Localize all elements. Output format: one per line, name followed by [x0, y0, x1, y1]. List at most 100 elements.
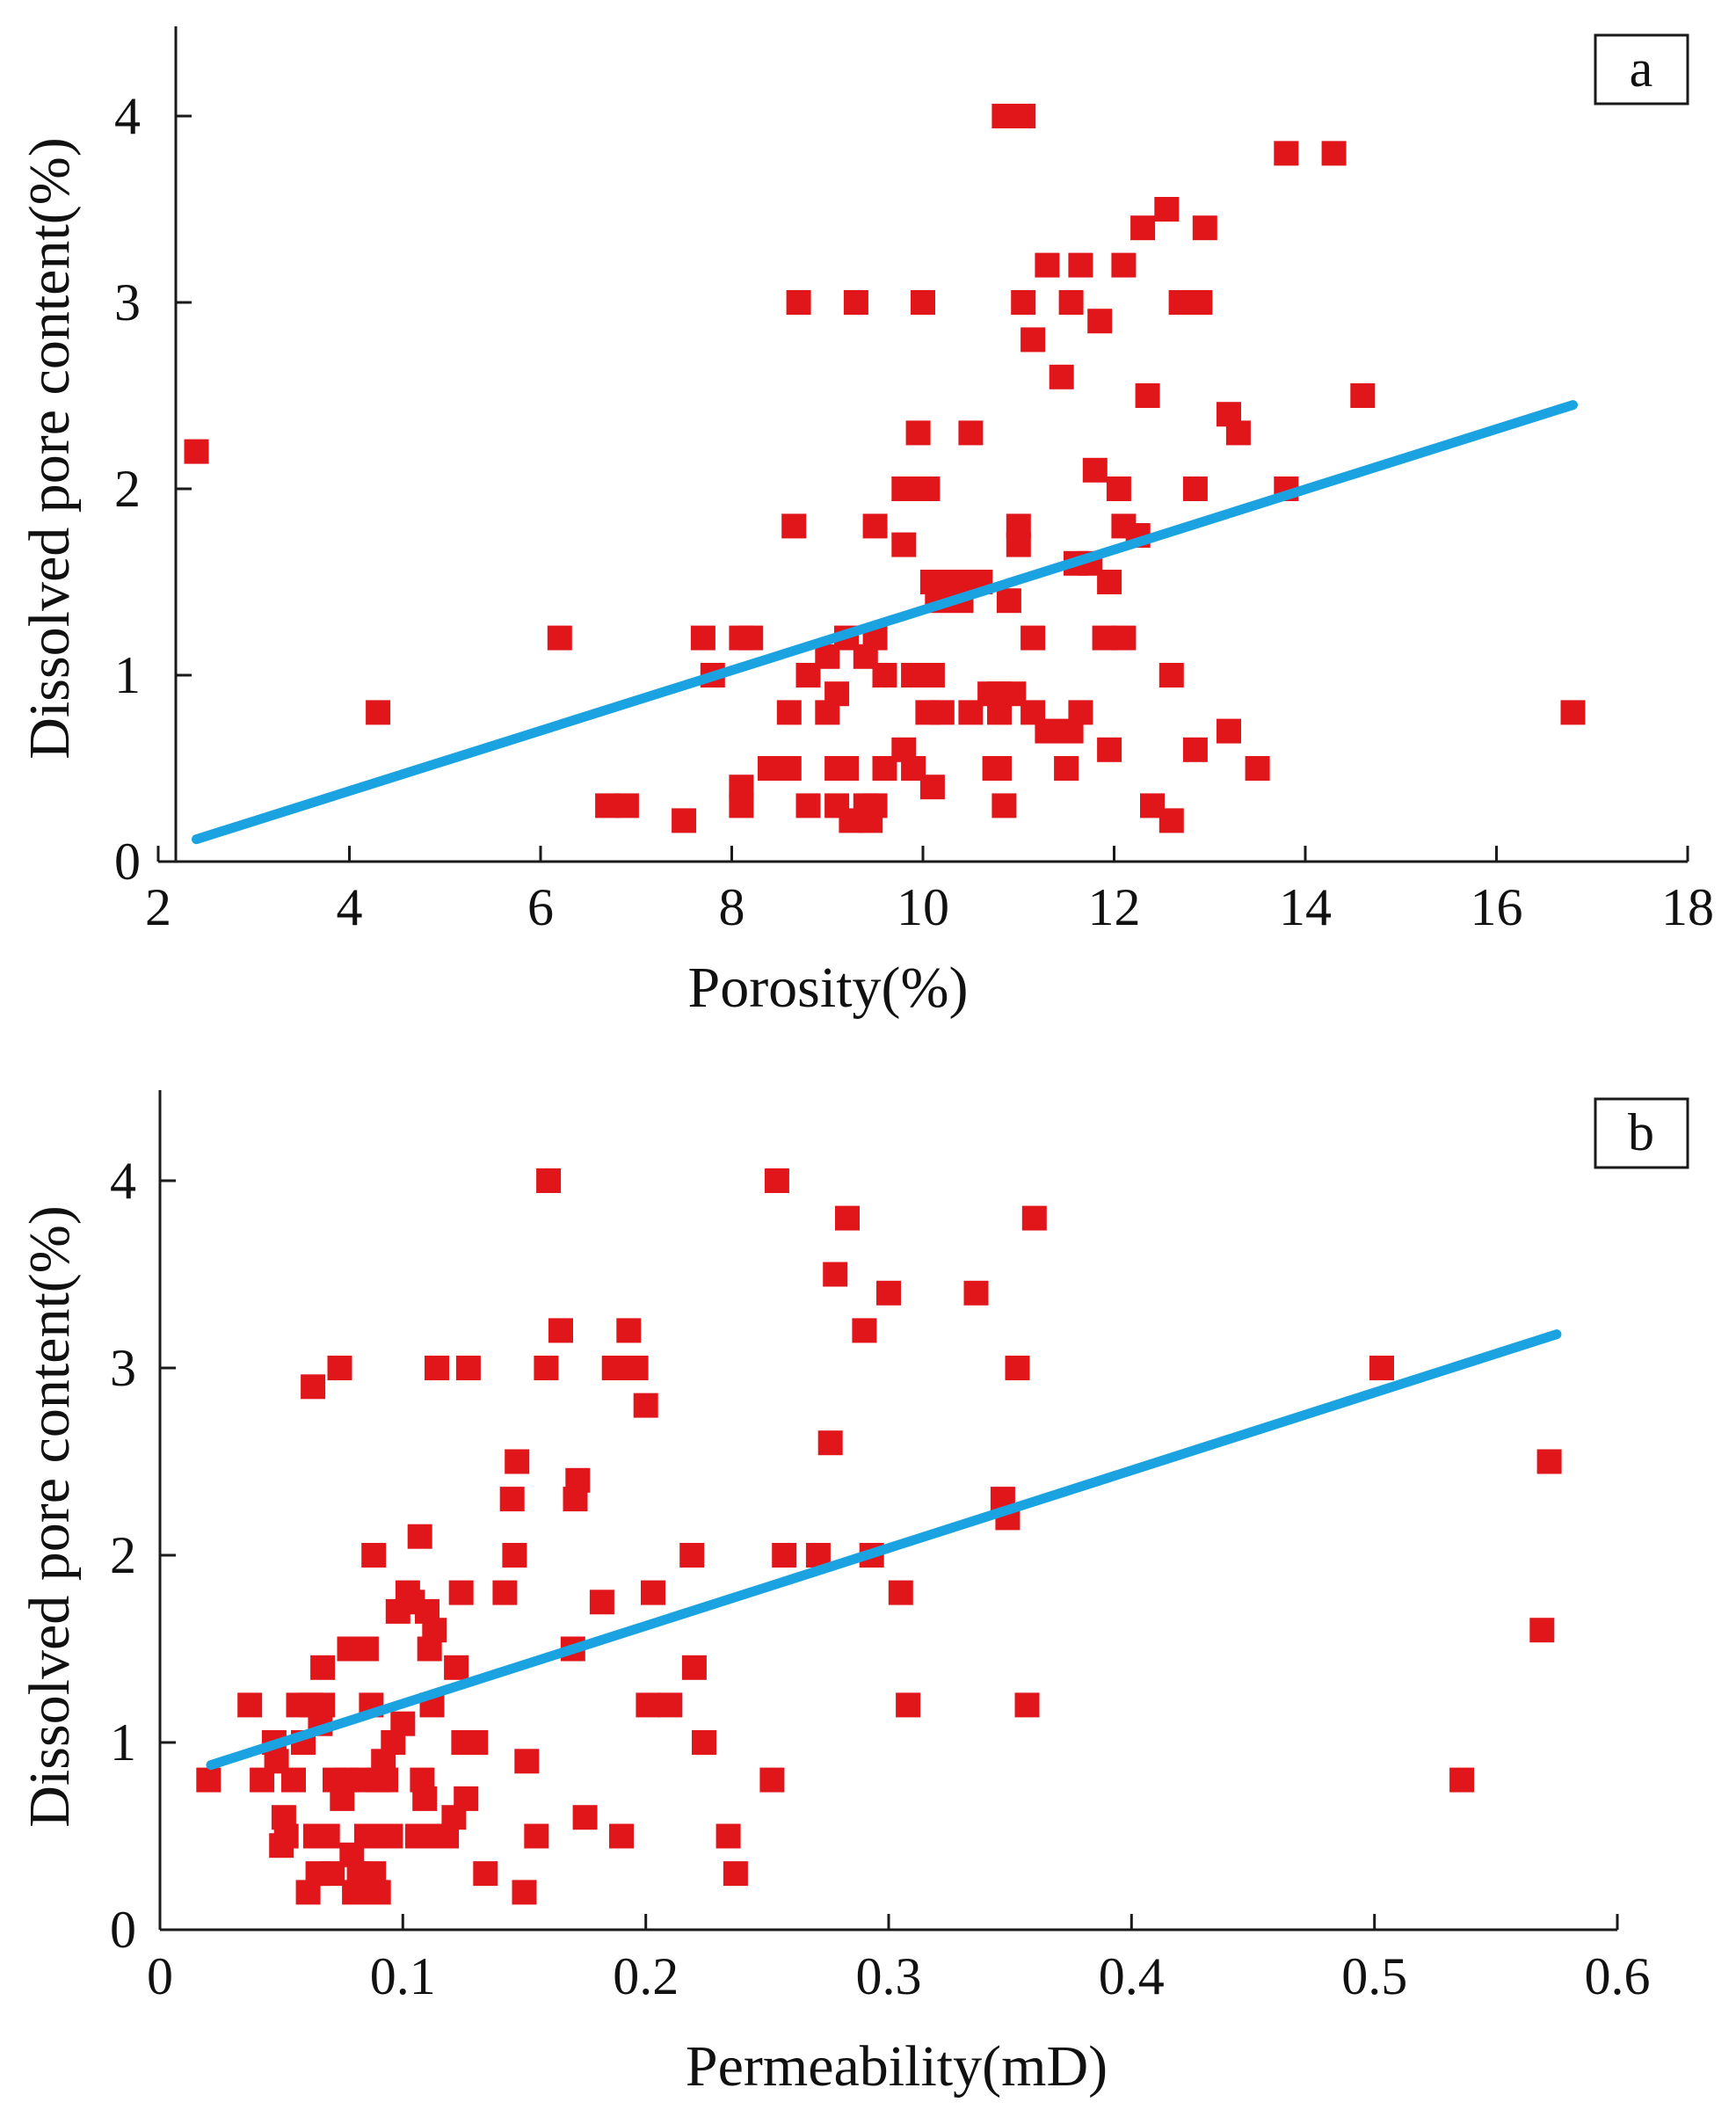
panel-b-data-point: [455, 1356, 481, 1380]
panel-b-data-point: [896, 1692, 921, 1718]
panel-b-data-point: [641, 1580, 665, 1605]
panel-b-data-point: [1021, 1205, 1047, 1231]
panel-a-data-point: [1560, 700, 1586, 725]
panel-a-data-point: [1058, 290, 1084, 315]
panel-b-data-point: [692, 1730, 716, 1755]
panel-a-data-point: [1321, 141, 1347, 166]
panel-a-data-point: [1006, 513, 1031, 539]
panel-a-ytick-label: 2: [114, 460, 141, 518]
panel-a-xtick-label: 14: [1279, 878, 1332, 936]
panel-a-data-point: [1182, 737, 1208, 762]
panel-a-xtick-label: 18: [1661, 878, 1714, 936]
panel-b-data-point: [407, 1524, 432, 1549]
panel-a-data-point: [776, 756, 802, 781]
panel-b-points: [196, 1168, 1562, 1905]
panel-a-ytick-label: 0: [114, 833, 141, 891]
panel-a-data-point: [1274, 141, 1299, 166]
panel-b-data-point: [237, 1692, 263, 1718]
panel-b-xtick-label: 0.2: [613, 1947, 679, 2005]
panel-b-data-point: [876, 1280, 901, 1306]
panel-b-ticks: [158, 1179, 1619, 1931]
panel-b-data-point: [374, 1767, 398, 1793]
panel-a-data-point: [1011, 104, 1036, 128]
panel-b-data-point: [502, 1543, 527, 1568]
panel-a-data-point: [672, 808, 697, 833]
panel-a-ytick-label: 1: [114, 646, 141, 704]
panel-b-data-point: [589, 1590, 614, 1615]
panel-a-data-point: [1154, 197, 1180, 222]
panel-a-data-point: [891, 477, 917, 501]
panel-b-data-point: [499, 1487, 525, 1512]
panel-b-data-point: [512, 1880, 537, 1905]
panel-a-data-point: [1225, 420, 1251, 446]
panel-b-data-point: [422, 1618, 447, 1643]
panel-b-data-point: [390, 1711, 416, 1736]
panel-b-ytick-label: 4: [110, 1152, 136, 1210]
panel-b-data-point: [633, 1393, 658, 1418]
panel-b-ytick-label: 1: [110, 1713, 136, 1771]
panel-b-data-point: [835, 1205, 860, 1231]
panel-a-data-point: [1350, 383, 1376, 408]
panel-b-data-point: [534, 1356, 559, 1380]
panel-b-data-point: [196, 1767, 222, 1793]
panel-a-xtick-label: 2: [145, 878, 171, 936]
panel-b-x-axis-title: Permeability(mD): [686, 2034, 1108, 2099]
panel-a-label: a: [1630, 40, 1653, 98]
panel-a-xtick-label: 8: [719, 878, 745, 936]
panel-a-data-point: [891, 532, 917, 557]
panel-b-data-point: [888, 1580, 913, 1605]
panel-a-data-point: [843, 290, 868, 315]
panel-b-data-point: [636, 1692, 661, 1718]
panel-b-data-point: [572, 1805, 598, 1830]
panel-a-data-point: [872, 663, 897, 687]
panel-b-data-point: [679, 1543, 705, 1568]
panel-b-data-point: [715, 1823, 741, 1849]
panel-b-label: b: [1628, 1103, 1654, 1161]
panel-a-label-box: [1594, 33, 1689, 105]
panel-a-data-point: [987, 756, 1012, 781]
panel-a-xtick-label: 16: [1471, 878, 1523, 936]
panel-b-data-point: [565, 1467, 591, 1493]
panel-a-data-point: [1068, 700, 1093, 725]
panel-b-data-point: [448, 1580, 474, 1605]
panel-a-data-point: [834, 756, 859, 781]
panel-a-data-point: [996, 588, 1021, 614]
panel-a-data-point: [1217, 718, 1241, 744]
panel-b-xtick-label: 0.4: [1099, 1947, 1165, 2005]
panel-a-data-point: [905, 420, 931, 446]
panel-b-ytick-label: 2: [110, 1526, 136, 1584]
panel-b-data-point: [823, 1262, 848, 1287]
panel-b: 0 1 2 3 4 0 0.1 0.2 0.3 0.4 0.5 0.6 Perm…: [18, 1090, 1689, 2099]
panel-a-data-point: [1182, 477, 1208, 501]
panel-b-data-point: [772, 1543, 797, 1568]
panel-a-data-point: [919, 663, 945, 687]
panel-a-data-point: [1111, 625, 1137, 651]
panel-a-data-point: [729, 793, 754, 818]
panel-a-data-point: [991, 793, 1017, 818]
panel-a-data-point: [824, 681, 850, 707]
panel-b-y-axis-title: Dissolved pore content(%): [18, 1205, 82, 1827]
panel-b-data-point: [759, 1767, 785, 1793]
panel-b-data-point: [1005, 1356, 1030, 1380]
panel-b-data-point: [463, 1730, 489, 1755]
panel-a-data-point: [1054, 756, 1079, 781]
panel-a-data-point: [795, 793, 821, 818]
panel-a-data-point: [1011, 290, 1036, 315]
panel-a-data-point: [1087, 309, 1113, 334]
panel-b-data-point: [524, 1823, 549, 1849]
panel-b-data-point: [723, 1861, 748, 1887]
panel-b-data-point: [444, 1655, 469, 1680]
panel-b-data-point: [327, 1356, 352, 1380]
panel-a-data-point: [1159, 663, 1184, 687]
panel-a-ytick-label: 3: [114, 273, 141, 331]
panel-a-data-point: [614, 793, 639, 818]
panel-b-data-point: [492, 1580, 518, 1605]
panel-b-data-point: [301, 1374, 326, 1400]
panel-b-label-box: [1594, 1097, 1689, 1169]
panel-b-xtick-label: 0: [147, 1947, 173, 2005]
panel-a-xtick-label: 12: [1088, 878, 1141, 936]
panel-b-xtick-label: 0.3: [856, 1947, 922, 2005]
panel-a-data-point: [1159, 808, 1184, 833]
panel-a-ticks: [156, 114, 1689, 863]
